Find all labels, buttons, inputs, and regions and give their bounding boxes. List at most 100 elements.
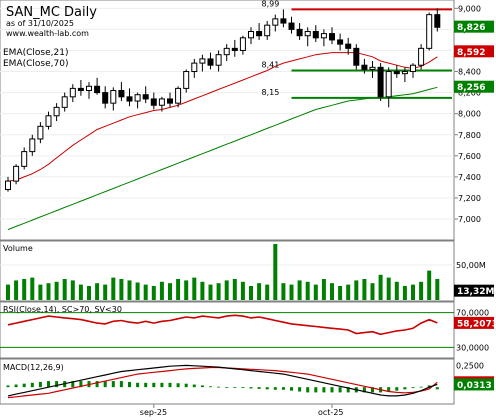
- volume-bars: [6, 244, 440, 300]
- x-tick-label: oct-25: [318, 408, 344, 417]
- volume-bar: [135, 282, 140, 300]
- volume-bar: [224, 280, 229, 300]
- candle: [223, 44, 230, 61]
- candle-body-down: [77, 87, 84, 92]
- candle-body-up: [191, 62, 198, 73]
- macd-hist-bar: [338, 387, 342, 393]
- price-tick-label: 7,400: [458, 173, 481, 182]
- candle: [239, 35, 246, 55]
- candle-body-up: [134, 94, 141, 102]
- macd-hist-bar: [168, 382, 172, 388]
- macd-hist-bar: [95, 381, 99, 388]
- candle-body-up: [21, 151, 28, 167]
- volume-tick-label: 50,00M: [456, 261, 486, 270]
- macd-hist-bar: [403, 387, 407, 390]
- candle-body-down: [256, 31, 263, 37]
- candle: [21, 147, 28, 170]
- volume-bar: [78, 284, 83, 300]
- candle-body-up: [248, 31, 254, 39]
- candle-body-down: [353, 47, 360, 66]
- volume-bar: [62, 279, 67, 300]
- candle-body-down: [102, 92, 109, 104]
- volume-badge: 13,32M: [454, 284, 494, 297]
- rsi-badge-text: 58,2073: [457, 319, 496, 329]
- volume-title: Volume: [3, 244, 33, 253]
- macd-hist-bar: [362, 387, 366, 393]
- macd-hist-bar: [419, 386, 423, 388]
- volume-bar: [321, 279, 326, 300]
- candle-body-up: [385, 71, 392, 98]
- support-1-label: 8,41: [262, 60, 280, 69]
- candle-body-down: [142, 94, 149, 100]
- volume-bar: [159, 281, 164, 300]
- candle-body-down: [393, 71, 400, 75]
- volume-bar: [143, 284, 148, 300]
- x-axis: sep-25 oct-25: [140, 404, 344, 417]
- macd-hist-bar: [200, 385, 204, 388]
- volume-bar: [394, 281, 399, 300]
- volume-bar: [402, 286, 407, 300]
- macd-hist-bar: [6, 385, 10, 388]
- macd-hist-bar: [346, 387, 350, 393]
- candle: [256, 23, 263, 40]
- ema21-badge-bg: [454, 45, 494, 58]
- rsi-line: [7, 314, 438, 336]
- candle-body-up: [199, 58, 206, 64]
- macd-hist-bar: [314, 387, 318, 393]
- macd-hist-bar: [111, 381, 115, 388]
- volume-bar: [192, 277, 197, 300]
- price-tick-label: 8,000: [458, 110, 481, 119]
- candle: [296, 23, 303, 40]
- candle: [191, 58, 198, 78]
- candle: [418, 44, 425, 70]
- volume-bar: [14, 280, 19, 300]
- macd-hist-bar: [241, 387, 245, 389]
- candle-body-up: [272, 18, 279, 26]
- volume-bar: [6, 284, 10, 300]
- candle: [369, 61, 376, 78]
- candle: [329, 27, 335, 45]
- candle: [118, 82, 125, 102]
- candle: [53, 103, 60, 122]
- macd-hist-bar: [265, 387, 269, 390]
- volume-badge-text: 13,32M: [457, 287, 494, 297]
- candle: [77, 79, 84, 96]
- macd-hist-bar: [160, 382, 164, 388]
- macd-hist-bar: [427, 385, 431, 388]
- candle: [69, 84, 76, 103]
- price-panel: [0, 0, 455, 241]
- candle: [37, 122, 44, 144]
- volume-bar: [30, 277, 35, 300]
- candle: [231, 39, 238, 57]
- candle-body-up: [183, 71, 190, 89]
- candle: [401, 67, 408, 83]
- volume-bar: [249, 286, 253, 300]
- candle-body-up: [110, 90, 117, 104]
- volume-bar: [411, 284, 415, 300]
- volume-bar: [240, 281, 245, 300]
- ema70-legend: EMA(Close,70): [3, 59, 68, 69]
- candle: [312, 25, 319, 43]
- volume-bar: [427, 270, 432, 300]
- candle: [110, 87, 117, 111]
- macd-hist-bar: [306, 387, 310, 393]
- macd-panel: [0, 358, 455, 405]
- rsi-tick-label: 70,0000: [456, 309, 489, 318]
- candle: [142, 86, 149, 104]
- candle-body-down: [167, 98, 173, 104]
- price-tick-label: 8,200: [458, 89, 481, 98]
- macd-path: [7, 364, 438, 397]
- candle: [264, 20, 271, 40]
- macd-lines: [7, 364, 438, 399]
- volume-bar: [265, 284, 270, 300]
- macd-badge-bg: [454, 378, 494, 391]
- candle-body-down: [207, 58, 214, 66]
- volume-bar: [70, 280, 75, 300]
- macd-hist-bar: [119, 381, 123, 388]
- macd-hist-bar: [249, 387, 253, 389]
- candle: [280, 9, 287, 28]
- ema21-legend: EMA(Close,21): [3, 48, 68, 58]
- candle-body-up: [369, 66, 376, 70]
- macd-hist-bar: [14, 384, 18, 388]
- candle-body-up: [29, 138, 36, 153]
